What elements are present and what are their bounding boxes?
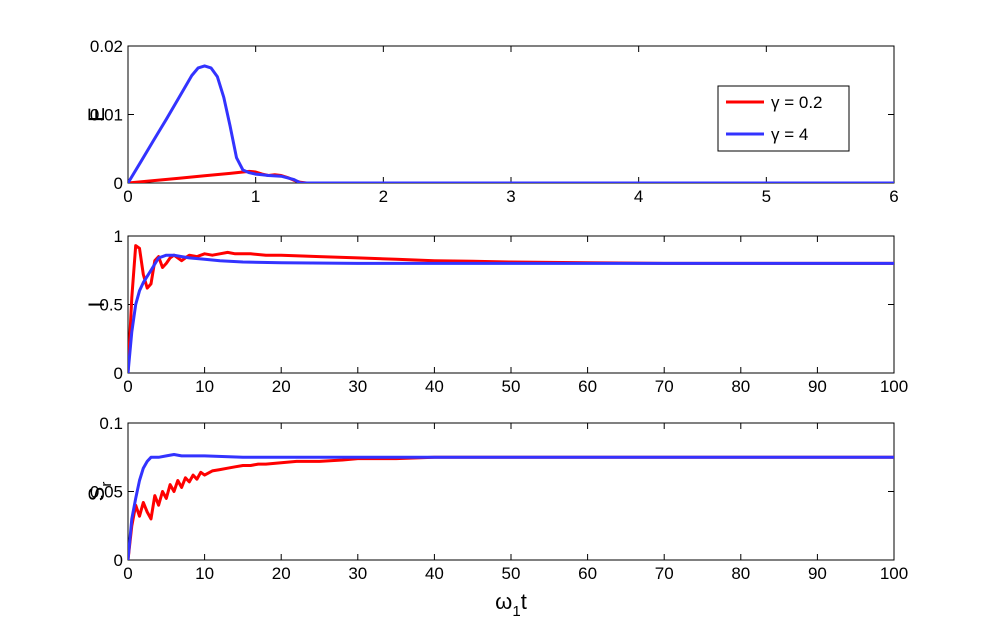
x-tick-label: 0: [123, 377, 132, 396]
y-tick-label: 1: [114, 227, 123, 246]
x-tick-label: 5: [762, 187, 771, 206]
x-tick-label: 70: [655, 377, 674, 396]
x-axis-label: ω1t: [495, 589, 527, 620]
legend-label: γ = 4: [771, 125, 808, 144]
series-line-gamma-4: [128, 453, 894, 560]
axes-box: [127, 422, 895, 561]
x-tick-label: 10: [195, 564, 214, 583]
x-tick-label: 80: [731, 377, 750, 396]
y-axis-label-main: E: [84, 107, 109, 122]
x-tick-label: 1: [251, 187, 260, 206]
x-axis-label-tail: t: [521, 589, 527, 614]
x-axis-label-sub: 1: [512, 603, 520, 620]
x-tick-label: 50: [502, 564, 521, 583]
series-line-gamma-4: [128, 64, 894, 183]
y-tick-label: 0.1: [99, 414, 123, 433]
y-tick-label: 0.05: [90, 483, 123, 502]
x-tick-label: 2: [379, 187, 388, 206]
legend: γ = 0.2 γ = 4: [717, 85, 850, 152]
x-tick-label: 10: [195, 377, 214, 396]
x-tick-label: 90: [808, 377, 827, 396]
x-tick-label: 4: [634, 187, 643, 206]
x-tick-label: 3: [506, 187, 515, 206]
x-tick-label: 100: [880, 564, 908, 583]
legend-label: γ = 0.2: [771, 93, 823, 112]
x-tick-label: 40: [425, 564, 444, 583]
plot-2: 0 10 20 30 40 50 60 70 80 90 100 0 0.5 1 I: [84, 227, 908, 396]
y-axis-label-sub: r: [98, 482, 115, 487]
series-line-gamma-4: [128, 253, 894, 373]
y-axis-label-main: S: [84, 487, 109, 502]
x-tick-label: 30: [348, 377, 367, 396]
y-tick-label: 0: [114, 551, 123, 570]
x-tick-label: 70: [655, 564, 674, 583]
y-axis-label: E: [84, 107, 109, 122]
y-axis-label: I: [84, 301, 109, 307]
series-line-gamma-0-2: [128, 244, 894, 373]
y-tick-label: 0.5: [99, 296, 123, 315]
plot-1: 0 1 2 3 4 5 6 0 0.01 0.02 Eγ = 0.2 γ = 4: [84, 37, 899, 206]
x-tick-label: 60: [578, 377, 597, 396]
x-tick-label: 20: [272, 564, 291, 583]
y-tick-label: 0: [114, 364, 123, 383]
y-tick-label: 0.01: [90, 106, 123, 125]
x-axis-label-main: ω: [495, 589, 512, 614]
x-tick-label: 0: [123, 564, 132, 583]
x-tick-label: 80: [731, 564, 750, 583]
x-tick-label: 60: [578, 564, 597, 583]
plot-3: 0 10 20 30 40 50 60 70 80 90 100 0 0.05 0.1 Sr ω1t: [84, 414, 908, 620]
y-tick-label: 0.02: [90, 37, 123, 56]
x-tick-label: 90: [808, 564, 827, 583]
y-tick-label: 0: [114, 174, 123, 193]
y-axis-label: Sr: [84, 482, 115, 502]
x-tick-label: 50: [502, 377, 521, 396]
axes-box: [127, 235, 895, 374]
y-axis-label-main: I: [84, 301, 109, 307]
x-tick-label: 20: [272, 377, 291, 396]
x-tick-label: 30: [348, 564, 367, 583]
legend-box: [717, 85, 850, 152]
x-tick-label: 40: [425, 377, 444, 396]
x-tick-label: 0: [123, 187, 132, 206]
x-tick-label: 6: [889, 187, 898, 206]
x-tick-label: 100: [880, 377, 908, 396]
